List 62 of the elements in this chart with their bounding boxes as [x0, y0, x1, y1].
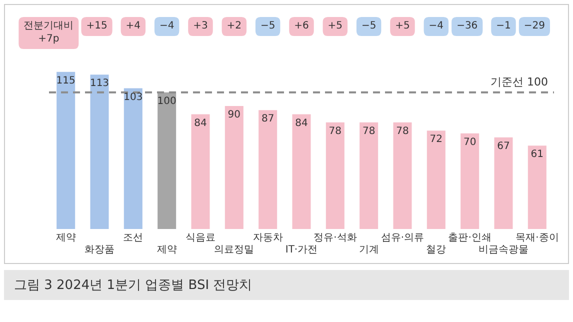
bar: [224, 106, 244, 229]
text: −4: [159, 20, 174, 32]
x-tick-label: 섬유·의류: [380, 232, 424, 244]
bar: [158, 92, 176, 229]
text: −4: [428, 20, 444, 32]
data-label: 72: [430, 134, 443, 146]
data-label: 100: [157, 96, 176, 107]
x-tick-label: 비금속광물: [478, 244, 528, 256]
bar: [360, 122, 378, 229]
text: 전분기대비 +7p: [24, 20, 74, 45]
bar: [494, 137, 513, 229]
text: +5: [328, 20, 343, 32]
data-label: 113: [90, 78, 110, 90]
x-tick-label: 조선: [123, 232, 144, 244]
text: +5: [395, 20, 410, 32]
x-tick-label: 정유·석화: [314, 232, 357, 244]
text: −5: [260, 20, 276, 32]
data-label: 87: [261, 114, 274, 125]
ref-line-label: 기준선 100: [490, 76, 548, 89]
x-tick-label: 출판·인쇄: [448, 232, 492, 244]
bar: [292, 114, 311, 229]
bar: [393, 122, 412, 229]
data-label: 70: [463, 136, 476, 148]
bar: [460, 133, 480, 229]
text: +15: [86, 20, 108, 32]
text: −1: [496, 20, 511, 32]
bar: [426, 130, 446, 229]
bar: [326, 122, 344, 229]
x-tick-label: 제약: [56, 232, 76, 244]
x-tick-label: 목재·종이: [516, 232, 559, 244]
text: +3: [193, 20, 208, 32]
x-tick-label: IT·가전: [285, 244, 318, 256]
data-label: 67: [497, 141, 510, 152]
bar: [124, 88, 142, 229]
bar: [528, 146, 546, 229]
bar: [90, 74, 109, 229]
data-label: 115: [56, 75, 76, 86]
text: +2: [226, 20, 242, 32]
data-label: 78: [396, 126, 409, 137]
x-tick-label: 자동차: [252, 232, 283, 244]
x-tick-label: 제약: [156, 244, 177, 256]
data-label: 78: [328, 126, 342, 137]
data-label: 84: [194, 118, 207, 129]
data-label: 78: [362, 126, 376, 137]
data-label: 61: [530, 149, 544, 160]
x-tick-label: 기계: [358, 244, 379, 256]
bar: [56, 72, 76, 229]
text: −5: [361, 20, 376, 32]
x-tick-label: 식음료: [186, 232, 216, 244]
data-label: 90: [228, 110, 241, 121]
text: −29: [524, 20, 546, 32]
x-tick-label: 의료정밀: [214, 244, 254, 256]
x-tick-label: 화장품: [84, 244, 114, 256]
x-tick-label: 철강: [426, 244, 446, 256]
bar: [191, 114, 210, 229]
text: 그림 3 2024년 1분기 업종별 BSI 전망치: [13, 277, 254, 294]
text: +4: [126, 20, 141, 32]
bar: [258, 110, 278, 229]
text: +6: [294, 20, 309, 32]
text: −36: [456, 20, 478, 32]
data-label: 84: [295, 118, 308, 129]
data-label: 103: [124, 92, 143, 103]
